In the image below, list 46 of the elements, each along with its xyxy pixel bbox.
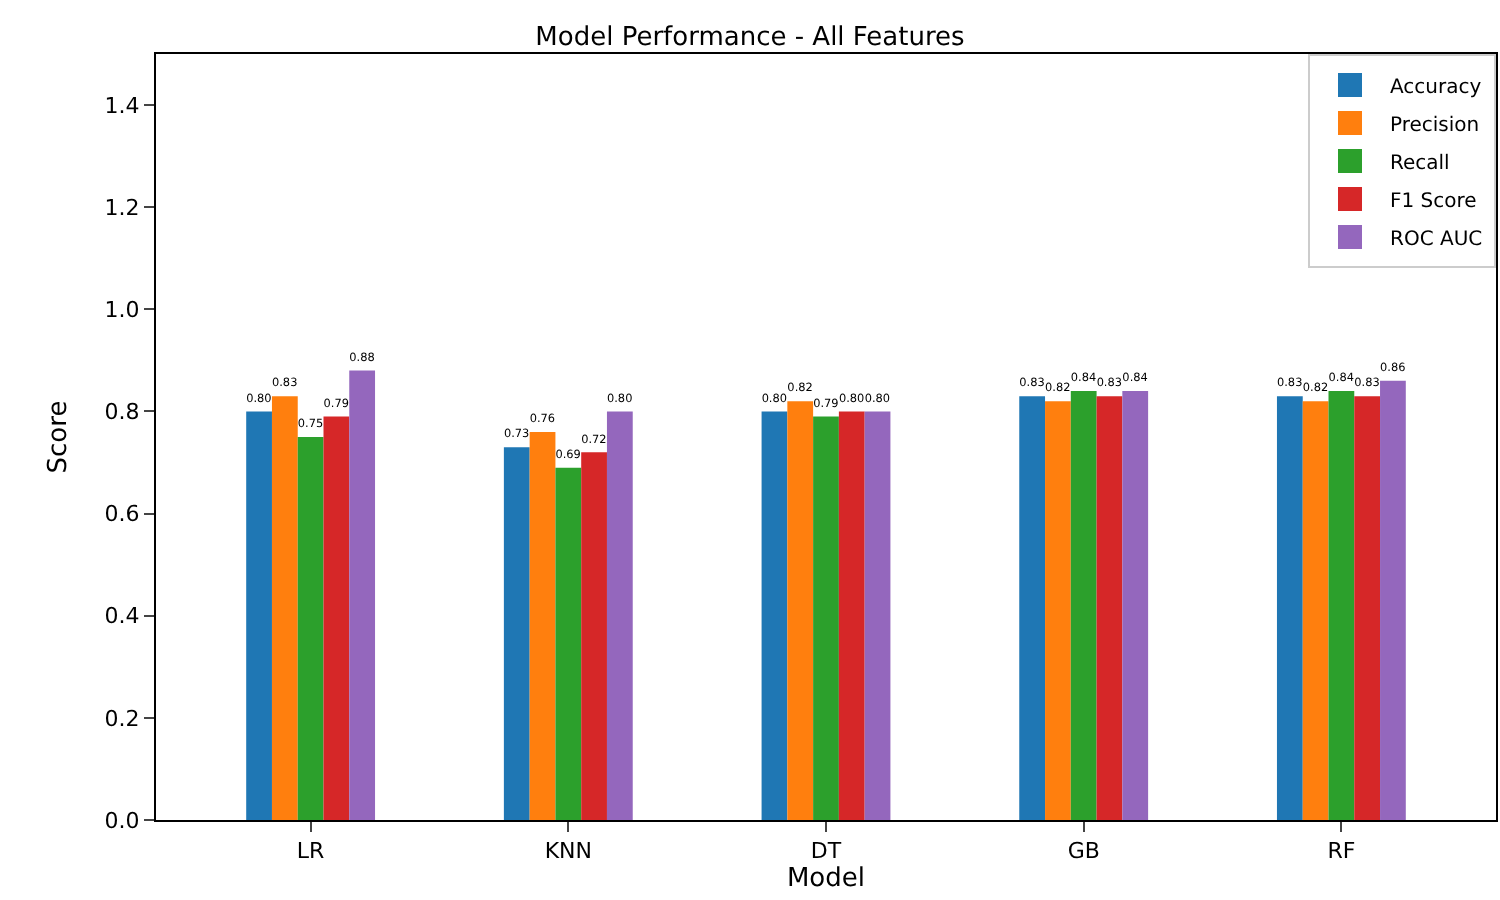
x-tick-label: LR <box>296 838 326 865</box>
legend-label: ROC AUC <box>1390 228 1483 251</box>
bar <box>246 411 272 820</box>
bar <box>555 467 582 820</box>
legend-label: Precision <box>1390 114 1480 137</box>
y-tick-label: 0.6 <box>104 501 140 528</box>
bar <box>1019 396 1046 820</box>
bar <box>761 411 788 820</box>
bar <box>1328 391 1355 820</box>
y-tick-label: 0.4 <box>104 603 140 630</box>
bar <box>787 401 814 820</box>
y-tick-label: 1.2 <box>104 194 140 221</box>
bar <box>1302 401 1329 820</box>
bar <box>529 431 556 820</box>
y-tick-label: 0.8 <box>104 399 140 426</box>
legend-label: Recall <box>1390 152 1450 175</box>
bar <box>349 370 376 820</box>
bar <box>503 447 530 820</box>
bar <box>606 411 633 820</box>
bar <box>1354 396 1381 820</box>
y-tick-label: 1.0 <box>104 297 140 324</box>
x-tick-label: KNN <box>544 838 592 865</box>
bar <box>838 411 865 820</box>
bar <box>1096 396 1123 820</box>
chart-title: Model Performance - All Features <box>535 23 966 54</box>
bar <box>581 452 607 820</box>
bar <box>864 411 891 820</box>
x-tick-label: DT <box>810 838 842 865</box>
bar <box>813 416 839 820</box>
x-tick-label: GB <box>1067 838 1100 865</box>
y-tick-label: 0.2 <box>104 705 140 732</box>
bar <box>1380 380 1406 820</box>
bar <box>1122 391 1149 820</box>
legend-label: Accuracy <box>1390 76 1482 99</box>
bar <box>1276 396 1303 820</box>
bar <box>1070 391 1097 820</box>
bar <box>297 437 324 820</box>
bar <box>271 396 298 820</box>
x-tick-label: RF <box>1327 838 1356 865</box>
y-tick-label: 0.0 <box>104 807 140 834</box>
legend-label: F1 Score <box>1390 190 1477 213</box>
bar <box>323 416 350 820</box>
y-tick-label: 1.4 <box>104 92 140 119</box>
y-axis-title: Score <box>44 400 75 474</box>
bar <box>1045 401 1071 820</box>
x-axis-title: Model <box>786 864 866 895</box>
